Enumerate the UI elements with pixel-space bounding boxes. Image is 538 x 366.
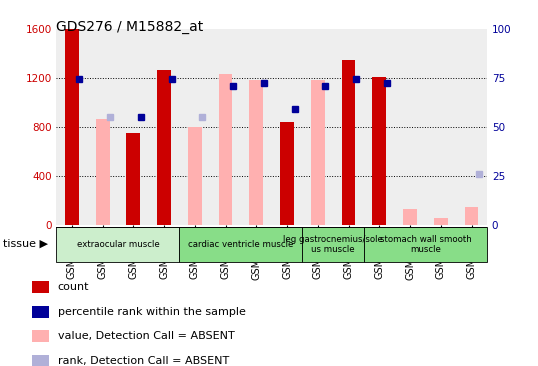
Bar: [302, 227, 364, 262]
Bar: [342, 60, 356, 225]
Text: value, Detection Call = ABSENT: value, Detection Call = ABSENT: [58, 331, 235, 341]
Text: count: count: [58, 282, 89, 292]
Bar: [32, 330, 49, 342]
Bar: [32, 355, 49, 366]
Text: tissue ▶: tissue ▶: [3, 239, 48, 249]
Bar: [188, 127, 202, 225]
Bar: [96, 119, 110, 225]
Bar: [364, 227, 487, 262]
Bar: [403, 209, 417, 225]
Text: cardiac ventricle muscle: cardiac ventricle muscle: [188, 240, 294, 249]
Text: stomach wall smooth
muscle: stomach wall smooth muscle: [379, 235, 471, 254]
Bar: [372, 77, 386, 225]
Bar: [218, 74, 232, 225]
Text: extraocular muscle: extraocular muscle: [76, 240, 159, 249]
Bar: [465, 207, 478, 225]
Bar: [32, 281, 49, 293]
Text: percentile rank within the sample: percentile rank within the sample: [58, 307, 245, 317]
Bar: [65, 29, 79, 225]
Bar: [180, 227, 302, 262]
Bar: [56, 227, 180, 262]
Text: leg gastrocnemius/sole
us muscle: leg gastrocnemius/sole us muscle: [283, 235, 383, 254]
Bar: [250, 80, 263, 225]
Bar: [32, 306, 49, 318]
Text: GDS276 / M15882_at: GDS276 / M15882_at: [56, 20, 204, 34]
Bar: [126, 133, 140, 225]
Bar: [280, 122, 294, 225]
Bar: [157, 70, 171, 225]
Bar: [434, 218, 448, 225]
Text: rank, Detection Call = ABSENT: rank, Detection Call = ABSENT: [58, 356, 229, 366]
Bar: [311, 80, 325, 225]
